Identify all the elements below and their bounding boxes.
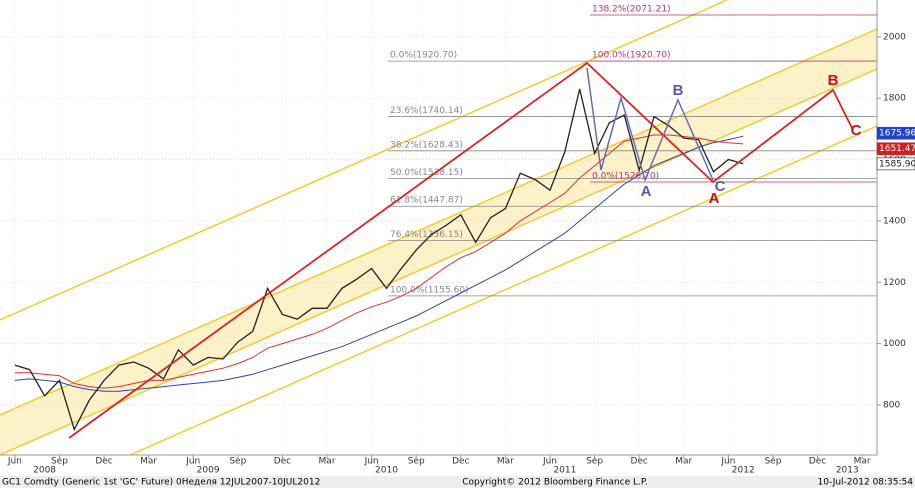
fib-label: 100.0%(1920.70) — [592, 51, 671, 61]
footer-center: Copyright© 2012 Bloomberg Finance L.P. — [462, 478, 647, 488]
x-tick-label: Sep — [586, 457, 603, 467]
year-label: 2009 — [197, 466, 220, 476]
x-tick-label: Dec — [452, 457, 469, 467]
price-tag — [876, 157, 915, 171]
y-tick-label: 1000 — [883, 339, 906, 349]
x-tick-label: Mar — [854, 457, 871, 467]
fib-label: 61.8%(1447.87) — [390, 196, 463, 206]
year-label: 2013 — [836, 466, 859, 476]
x-tick-label: Mar — [140, 457, 157, 467]
x-tick-label: Dec — [95, 457, 112, 467]
price-line — [14, 134, 744, 389]
x-tick-label: Jun — [720, 457, 735, 467]
y-tick-label: 1800 — [883, 94, 906, 104]
grid — [0, 0, 877, 455]
price-line — [14, 88, 744, 432]
annotation: A — [641, 183, 652, 200]
annotation: C — [851, 122, 862, 139]
fib-label: 76.4%(1336.15) — [390, 230, 463, 240]
fib-label: 38.2%(1628.43) — [390, 140, 463, 150]
fib-levels: 0.0%(1920.70) 23.6%(1740.14) 38.2%(1628.43… — [388, 4, 877, 297]
x-tick-label: Sep — [408, 457, 425, 467]
x-tick-label: Mar — [497, 457, 514, 467]
x-tick-label: Jun — [542, 457, 557, 467]
y-tick-label: 800 — [883, 400, 900, 410]
fib-label: 0.0%(1526.70) — [592, 172, 659, 182]
price-tag-label: 1675.96 — [879, 129, 915, 139]
price-tag — [876, 126, 915, 140]
annotation: C — [715, 178, 726, 195]
y-tick-label: 1400 — [883, 216, 906, 226]
x-tick-label: Mar — [675, 457, 692, 467]
x-tick-label: Jun — [185, 457, 200, 467]
year-label: 2011 — [553, 466, 576, 476]
y-tick-label: 2000 — [883, 32, 906, 42]
y-tick-label: 1200 — [883, 278, 906, 288]
x-tick-label: Jun — [7, 457, 22, 467]
x-tick-label: Sep — [764, 457, 781, 467]
year-label: 2012 — [732, 466, 755, 476]
price-tag-label: 1651.47 — [879, 144, 915, 154]
annotation: B — [673, 82, 684, 99]
x-tick-label: Dec — [630, 457, 647, 467]
price-tag-label: 1585.90 — [879, 159, 915, 169]
fib-label: 138.2%(2071.21) — [592, 4, 671, 14]
annotation: A — [709, 190, 720, 207]
year-label: 2008 — [33, 466, 56, 476]
x-tick-label: Sep — [51, 457, 68, 467]
year-label: 2010 — [375, 466, 398, 476]
footer-left: GC1 Comdty (Generic 1st 'GC' Future) 0Не… — [2, 478, 320, 488]
annotation: B — [828, 72, 839, 89]
x-tick-label: Dec — [809, 457, 826, 467]
x-tick-label: Jun — [364, 457, 379, 467]
zigzag-red — [68, 61, 853, 439]
x-tick-label: Mar — [319, 457, 336, 467]
x-tick-label: Dec — [274, 457, 291, 467]
zigzag-blue — [586, 67, 714, 183]
fib-label: 100.0%(1155.60) — [390, 285, 469, 295]
x-tick-label: Sep — [229, 457, 246, 467]
fib-label: 0.0%(1920.70) — [390, 51, 457, 61]
fib-label: 50.0%(1538.15) — [390, 168, 463, 178]
fib-label: 23.6%(1740.14) — [390, 106, 463, 116]
footer-right: 10-Jul-2012 08:35:54 — [818, 478, 914, 488]
price-tag — [876, 142, 915, 156]
footer-bar — [0, 476, 915, 488]
